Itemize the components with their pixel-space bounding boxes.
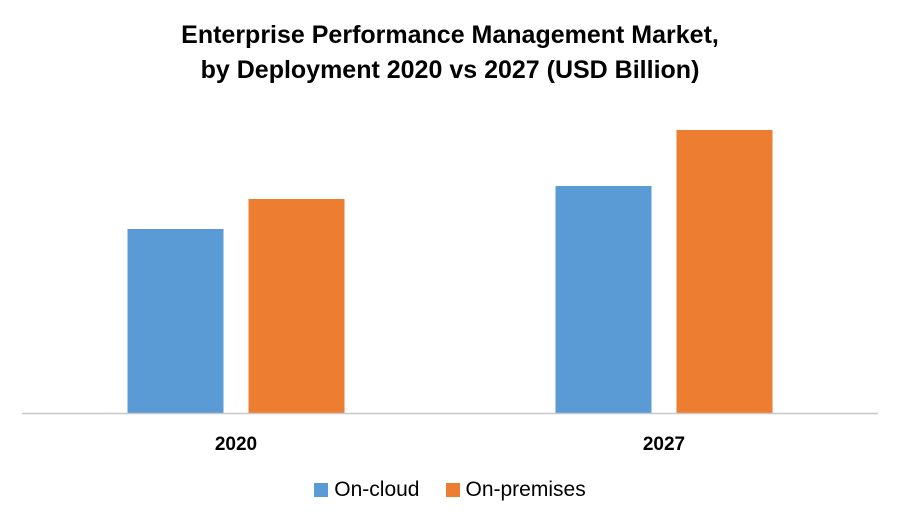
bar-on-cloud-2020 [127,229,224,413]
chart-title-line2: by Deployment 2020 vs 2027 (USD Billion) [200,56,700,84]
chart-title: Enterprise Performance Management Market… [0,18,900,88]
category-label-2020: 2020 [215,434,257,455]
category-labels: 2020 2027 [215,434,685,455]
bar-on-premises-2020 [248,199,345,413]
legend-label-on-premises: On-premises [465,478,586,501]
legend-swatch-on-premises [445,483,460,497]
bar-on-cloud-2027 [555,186,652,413]
chart-title-line1: Enterprise Performance Management Market… [181,21,719,49]
legend-label-on-cloud: On-cloud [334,478,420,501]
bar-on-premises-2027 [676,130,773,413]
legend: On-cloud On-premises [0,478,900,502]
legend-item-on-cloud: On-cloud [314,478,420,502]
legend-swatch-on-cloud [314,483,329,497]
legend-item-on-premises: On-premises [445,478,586,502]
category-label-2027: 2027 [643,434,685,455]
bars-group [127,130,773,413]
